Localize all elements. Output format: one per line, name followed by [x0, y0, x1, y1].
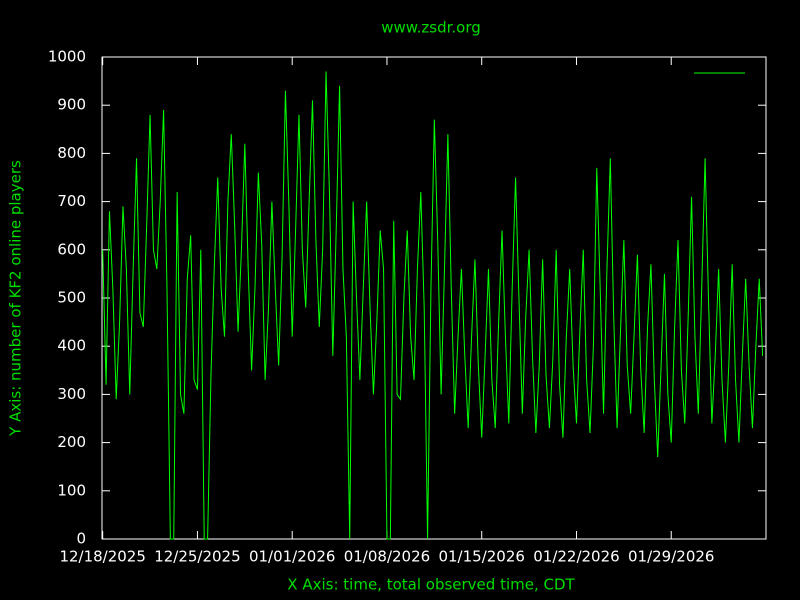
x-tick-label: 01/29/2026 — [628, 548, 714, 566]
y-tick-label: 900 — [57, 96, 86, 114]
y-tick-label: 800 — [57, 144, 86, 162]
chart-title: www.zsdr.org — [381, 19, 481, 37]
x-tick-label: 12/25/2025 — [154, 548, 240, 566]
x-tick-label: 01/15/2026 — [438, 548, 524, 566]
y-tick-label: 1000 — [48, 48, 86, 66]
y-tick-label: 0 — [76, 530, 86, 548]
x-tick-label: 01/08/2026 — [344, 548, 430, 566]
y-axis-label: Y Axis: number of KF2 online players — [7, 160, 25, 437]
data-line — [102, 71, 764, 540]
y-tick-label: 300 — [57, 385, 86, 403]
x-tick-label: 01/01/2026 — [249, 548, 335, 566]
x-tick-label: 12/18/2025 — [59, 548, 145, 566]
y-tick-label: 200 — [57, 433, 86, 451]
y-tick-label: 100 — [57, 481, 86, 499]
x-tick-label: 01/22/2026 — [533, 548, 619, 566]
y-tick-label: 500 — [57, 289, 86, 307]
y-tick-label: 700 — [57, 192, 86, 210]
x-axis-label: X Axis: time, total observed time, CDT — [287, 576, 575, 594]
y-tick-label: 400 — [57, 337, 86, 355]
y-tick-label: 600 — [57, 240, 86, 258]
